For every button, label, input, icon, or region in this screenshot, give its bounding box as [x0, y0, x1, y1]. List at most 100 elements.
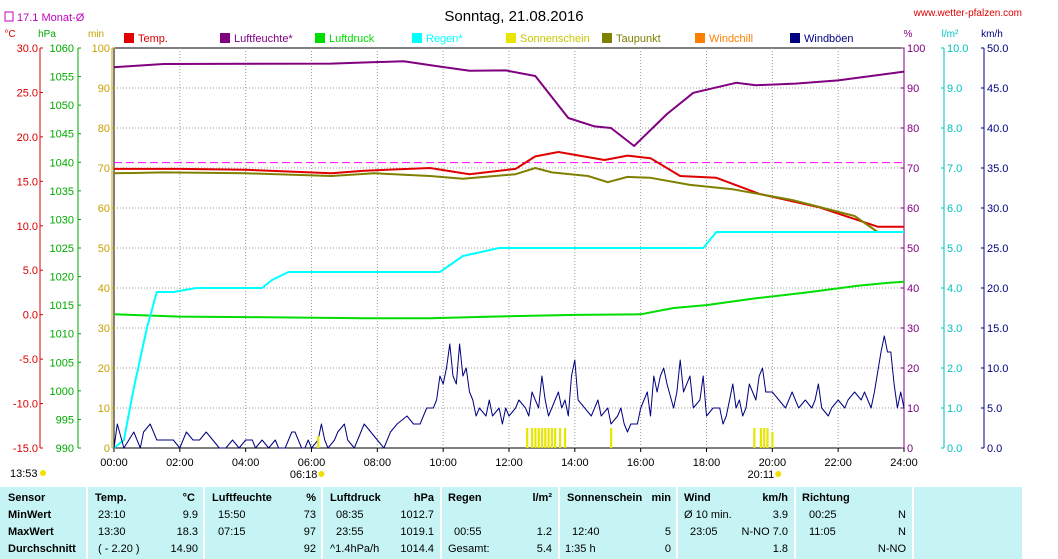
- stats-pressure-panel: Luftdruck hPa 08:35 1012.7 23:55 1019.1 …: [323, 487, 440, 559]
- pressure-tick-label: 990: [56, 443, 74, 455]
- x-tick-label: 14:00: [561, 457, 589, 469]
- stats-rain-panel: Regen l/m² 00:55 1.2 Gesamt: 5.4: [442, 487, 558, 559]
- rain-axis-unit: l/m²: [942, 29, 959, 40]
- monthly-avg-icon: [4, 11, 14, 22]
- sun-icon: [775, 471, 782, 477]
- legend-swatch: [124, 33, 134, 43]
- pressure-tick-label: 1040: [50, 157, 74, 169]
- humidity-tick-label: 10: [907, 403, 919, 415]
- sun-icon: [318, 471, 325, 477]
- stats-humidity-panel: Luftfeuchte % 15:50 73 07:15 97 92: [205, 487, 321, 559]
- rain-tick-label: 6.0: [947, 203, 962, 215]
- series-line-windböen: [113, 335, 905, 449]
- rain-tick-label: 7.0: [947, 163, 962, 175]
- humidity-tick-label: 80: [907, 123, 919, 135]
- legend-swatch: [695, 33, 705, 43]
- direction-row2: N: [898, 526, 906, 538]
- sun-tick-label: 30: [98, 323, 110, 335]
- sun-tick-label: 20: [98, 363, 110, 375]
- pressure-tick-label: 1030: [50, 214, 74, 226]
- legend-swatch: [506, 33, 516, 43]
- stats-table: Sensor MinWert MaxWert Durchschnitt Temp…: [0, 487, 1058, 559]
- pressure-tick-label: 1010: [50, 329, 74, 341]
- temp-max-time: 13:30: [98, 526, 126, 538]
- wind-tick-label: 45.0: [987, 83, 1008, 95]
- rain-unit: l/m²: [532, 492, 552, 504]
- stats-direction-panel: Richtung 00:25 N 11:05 N N-NO: [796, 487, 912, 559]
- stats-wind-panel: Wind km/h Ø 10 min. 3.9 23:05 N-NO 7.0 1…: [678, 487, 794, 559]
- wind-tick-label: 30.0: [987, 203, 1008, 215]
- left-axes: 30.0 25.0 20.0 15.0 10.0 5.0 0.0 -5.0 -10.0 -15.0…: [13, 43, 115, 455]
- x-tick-label: 02:00: [166, 457, 194, 469]
- temp-min: 9.9: [182, 509, 198, 521]
- series-line-taupunkt: [113, 167, 904, 233]
- temp-tick-label: -10.0: [13, 399, 38, 411]
- pressure-min-time: 08:35: [336, 509, 364, 521]
- sunshine-bar: [544, 428, 547, 448]
- sun-tick-label: 90: [98, 83, 110, 95]
- wind-max-time: 23:05: [690, 526, 718, 538]
- sunshine-bar: [563, 428, 567, 448]
- legend: Temp. Luftfeuchte* Luftdruck Regen* Sonnensc…: [124, 33, 854, 45]
- x-tick-label: 06:00: [298, 457, 326, 469]
- sunshine-bar: [766, 428, 769, 448]
- legend-label: Luftfeuchte*: [234, 33, 293, 45]
- pressure-tick-label: 1045: [50, 129, 74, 141]
- sun-max: 5: [664, 526, 671, 538]
- legend-label: Luftdruck: [329, 33, 375, 45]
- x-tick-label: 20:00: [759, 457, 787, 469]
- sun-tick-label: 80: [98, 123, 110, 135]
- pressure-tick-label: 1050: [50, 100, 74, 112]
- legend-label: Windböen: [804, 33, 854, 45]
- site-url: www.wetter-pfalzen.com: [913, 8, 1022, 19]
- x-tick-label: 10:00: [429, 457, 457, 469]
- wind-tick-label: 10.0: [987, 363, 1008, 375]
- maxwert-label: MaxWert: [8, 526, 54, 538]
- time-marker-label: 06:18: [290, 469, 318, 481]
- temp-max: 18.3: [176, 526, 198, 538]
- current-time-label: 13:53: [10, 468, 38, 480]
- x-tick-label: 22:00: [824, 457, 852, 469]
- sunshine-bar: [559, 428, 562, 448]
- sun-total-time: 1:35 h: [565, 543, 596, 555]
- legend-label: Sonnenschein: [520, 33, 590, 45]
- sunshine-bar: [771, 432, 774, 448]
- x-tick-label: 24:00: [890, 457, 918, 469]
- x-tick-label: 18:00: [693, 457, 721, 469]
- rain-tick-label: 2.0: [947, 363, 962, 375]
- humidity-tick-label: 70: [907, 163, 919, 175]
- temp-min-time: 23:10: [98, 509, 126, 521]
- rain-max: 1.2: [536, 526, 552, 538]
- rain-max-time: 00:55: [454, 526, 482, 538]
- right-axes: 100908070605040302010010.09.08.07.06.05.…: [901, 43, 1008, 455]
- wind-tick-label: 20.0: [987, 283, 1008, 295]
- sun-header: Sonnenschein: [567, 492, 643, 504]
- pressure-header: Luftdruck: [330, 492, 381, 504]
- legend-label: Regen*: [426, 33, 463, 45]
- humidity-tick-label: 30: [907, 323, 919, 335]
- grid: [114, 48, 904, 448]
- wind-tick-label: 50.0: [987, 43, 1008, 55]
- wind-tick-label: 25.0: [987, 243, 1008, 255]
- temp-tick-label: 15.0: [17, 176, 38, 188]
- wind-max: N-NO 7.0: [741, 526, 788, 538]
- humidity-tick-label: 90: [907, 83, 919, 95]
- sunshine-bar: [540, 428, 544, 448]
- temp-avg-diff: ( - 2.20 ): [98, 543, 140, 555]
- legend-swatch: [412, 33, 422, 43]
- rain-total: 5.4: [536, 543, 552, 555]
- sun-icon: [40, 470, 46, 476]
- sunshine-bar: [753, 428, 756, 448]
- legend-label: Taupunkt: [616, 33, 661, 45]
- wind-avg10-label: Ø 10 min.: [684, 509, 732, 521]
- humidity-unit: %: [306, 492, 316, 504]
- pressure-tick-label: 1060: [50, 43, 74, 55]
- humidity-tick-label: 20: [907, 363, 919, 375]
- x-tick-label: 12:00: [495, 457, 523, 469]
- sun-tick-label: 70: [98, 163, 110, 175]
- temp-tick-label: 20.0: [17, 132, 38, 144]
- wind-axis-unit: km/h: [981, 29, 1003, 40]
- wind-tick-label: 35.0: [987, 163, 1008, 175]
- legend-swatch: [602, 33, 612, 43]
- x-axis: 00:00 02:00 04:00 06:00 08:00 10:00 12:00 14:00…: [100, 448, 918, 469]
